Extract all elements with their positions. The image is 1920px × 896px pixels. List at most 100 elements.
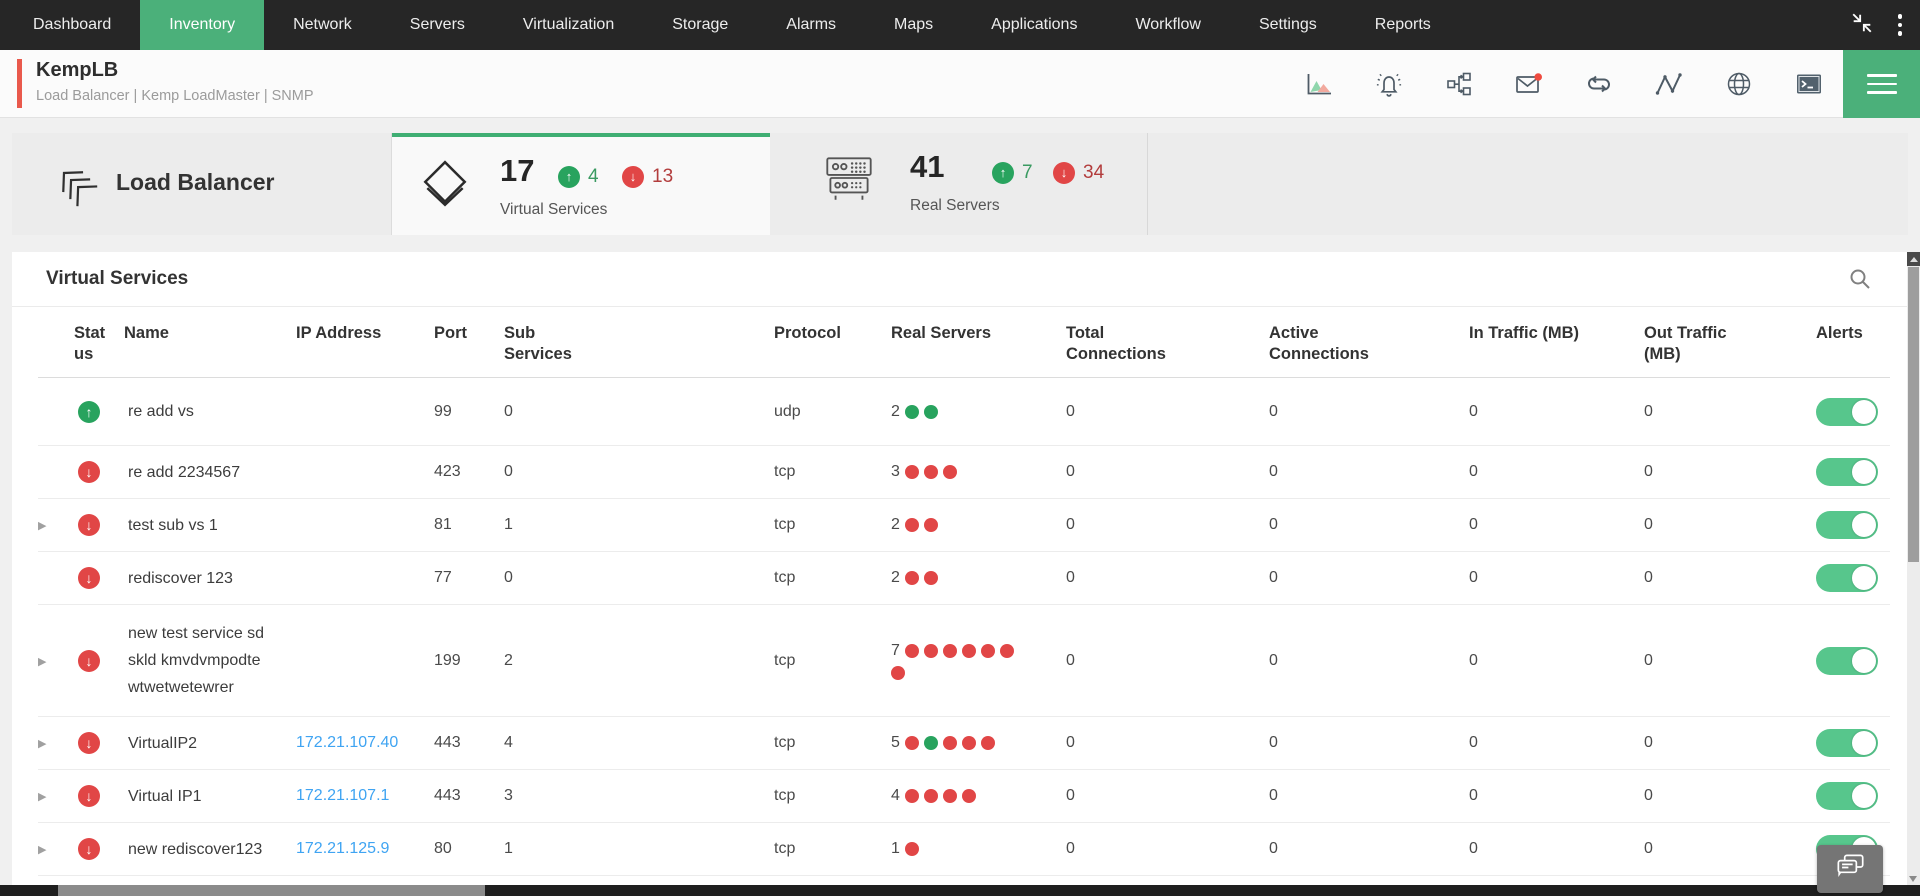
nav-item-alarms[interactable]: Alarms: [757, 0, 865, 50]
nav-item-workflow[interactable]: Workflow: [1106, 0, 1230, 50]
column-header-real-servers: Real Servers: [885, 307, 1060, 378]
row-name[interactable]: new test service sd skld kmvdvmpodte wtw…: [128, 625, 265, 696]
nav-item-servers[interactable]: Servers: [381, 0, 494, 50]
row-name[interactable]: re add 2234567: [128, 463, 241, 481]
in-traffic-value: 0: [1463, 769, 1638, 823]
expand-row-icon[interactable]: ▶: [38, 655, 47, 668]
table-row[interactable]: ▶ ↓ re add 2234567 423 0 tcp 3 0 0 0 0: [38, 445, 1890, 499]
ip-address-link[interactable]: 172.21.107.1: [296, 787, 390, 804]
terminal-icon[interactable]: [1794, 69, 1824, 99]
alerts-toggle[interactable]: [1816, 458, 1878, 486]
real-server-dot-down: [961, 789, 976, 803]
table-row[interactable]: ▶ ↓ test sub vs 1 81 1 tcp 2 0 0 0 0: [38, 498, 1890, 552]
category-block: Load Balancer: [12, 133, 392, 235]
nav-item-storage[interactable]: Storage: [643, 0, 757, 50]
nav-item-label: Reports: [1374, 16, 1431, 33]
table-row[interactable]: ▶ ↓ new test service sd skld kmvdvmpodte…: [38, 604, 1890, 717]
sub-services-value: 1: [498, 498, 768, 552]
active-connections-value: 0: [1263, 769, 1463, 823]
real-server-dot-up: [904, 404, 919, 419]
column-header-expand: [38, 307, 68, 378]
discovery-loop-icon[interactable]: [1584, 69, 1614, 99]
feedback-chat-button[interactable]: [1817, 845, 1883, 893]
up-arrow-badge: ↑: [992, 162, 1014, 184]
table-row[interactable]: ▶ ↑ re add vs 99 0 udp 2 0 0 0 0: [38, 377, 1890, 446]
alarm-bell-icon[interactable]: [1374, 69, 1404, 99]
nav-item-reports[interactable]: Reports: [1346, 0, 1460, 50]
expand-row-icon[interactable]: ▶: [38, 844, 47, 856]
alerts-toggle[interactable]: [1816, 782, 1878, 810]
nav-item-label: Virtualization: [522, 16, 615, 33]
status-icon: ↓: [78, 567, 100, 589]
protocol-value: tcp: [768, 551, 885, 605]
row-name[interactable]: re add vs: [128, 403, 194, 420]
collapse-icon[interactable]: [1850, 11, 1874, 40]
top-nav: Dashboard Inventory Network Servers Virt…: [0, 0, 1920, 50]
up-arrow-badge: ↑: [558, 166, 580, 188]
real-servers-count-value: 2: [891, 402, 900, 420]
nav-item-label: Storage: [672, 16, 729, 33]
out-traffic-value: 0: [1638, 716, 1810, 770]
sub-services-value: 2: [498, 604, 768, 717]
chat-icon: [1832, 851, 1868, 888]
nav-item-virtualization[interactable]: Virtualization: [494, 0, 643, 50]
toggle-knob: [1852, 731, 1876, 755]
table-row[interactable]: ▶ ↓ Virtual IP1 172.21.107.1 443 3 tcp 4…: [38, 769, 1890, 823]
performance-chart-icon[interactable]: [1304, 69, 1334, 99]
scroll-down-arrow[interactable]: [1909, 876, 1917, 882]
expand-row-icon[interactable]: ▶: [38, 738, 47, 750]
nav-item-inventory[interactable]: Inventory: [140, 0, 265, 50]
row-name[interactable]: new rediscover123: [128, 840, 263, 858]
in-traffic-value: 0: [1463, 445, 1638, 499]
real-servers-cell: 1: [891, 840, 1027, 858]
virtual-services-icon: [418, 157, 472, 216]
nav-item-applications[interactable]: Applications: [962, 0, 1106, 50]
row-name[interactable]: rediscover 123: [128, 569, 233, 587]
table-row[interactable]: ▶ ↓ rediscover 123 77 0 tcp 2 0 0 0 0: [38, 551, 1890, 605]
nav-item-settings[interactable]: Settings: [1230, 0, 1346, 50]
ip-address-link[interactable]: 172.21.107.40: [296, 734, 399, 751]
column-header-active-connections: Active Connections: [1263, 307, 1463, 378]
line-graph-icon[interactable]: [1654, 69, 1684, 99]
expand-row-icon[interactable]: ▶: [38, 520, 47, 532]
ip-address-link[interactable]: 172.21.125.9: [296, 840, 390, 857]
alerts-toggle[interactable]: [1816, 646, 1878, 675]
mail-icon[interactable]: [1514, 69, 1544, 99]
row-name[interactable]: test sub vs 1: [128, 516, 218, 534]
search-icon[interactable]: [1848, 267, 1872, 296]
real-servers-down-count: 34: [1083, 162, 1105, 183]
hamburger-menu-icon[interactable]: [1843, 50, 1920, 118]
column-header-ip-address: IP Address: [290, 307, 428, 378]
toggle-knob: [1852, 513, 1876, 537]
expand-row-icon[interactable]: ▶: [38, 791, 47, 803]
panel-header: Virtual Services: [12, 252, 1908, 307]
alerts-toggle[interactable]: [1816, 729, 1878, 757]
horizontal-scrollbar-thumb[interactable]: [58, 885, 485, 896]
table-row[interactable]: ▶ ↓ VirtualIP2 172.21.107.40 443 4 tcp 5…: [38, 716, 1890, 770]
nav-items: Dashboard Inventory Network Servers Virt…: [0, 0, 1460, 50]
workflow-map-icon[interactable]: [1444, 69, 1474, 99]
tab-virtual-services[interactable]: 17 ↑ 4 ↓ 13 Virtual Services: [392, 133, 770, 235]
real-servers-count-value: 1: [891, 840, 900, 857]
table-row[interactable]: ▶ ↓ new rediscover123 172.21.125.9 80 1 …: [38, 822, 1890, 876]
scroll-up-button[interactable]: [1907, 252, 1920, 266]
tab-real-servers[interactable]: 41 ↑ 7 ↓ 34 Real Servers: [770, 133, 1148, 235]
active-connections-value: 0: [1263, 822, 1463, 876]
real-server-dot-down: [904, 518, 919, 532]
row-name[interactable]: Virtual IP1: [128, 787, 202, 805]
nav-item-network[interactable]: Network: [264, 0, 381, 50]
in-traffic-value: 0: [1463, 604, 1638, 717]
web-globe-icon[interactable]: [1724, 69, 1754, 99]
kebab-menu-icon[interactable]: [1894, 10, 1907, 40]
horizontal-scrollbar[interactable]: [0, 885, 1920, 896]
real-server-dot-up: [923, 736, 938, 750]
alerts-toggle[interactable]: [1816, 511, 1878, 539]
row-name[interactable]: VirtualIP2: [128, 734, 198, 752]
real-servers-cell: 2: [891, 569, 1027, 587]
nav-item-dashboard[interactable]: Dashboard: [4, 0, 140, 50]
vertical-scrollbar[interactable]: [1907, 252, 1920, 896]
alerts-toggle[interactable]: [1816, 397, 1878, 426]
alerts-toggle[interactable]: [1816, 564, 1878, 592]
nav-item-maps[interactable]: Maps: [865, 0, 962, 50]
vertical-scrollbar-thumb[interactable]: [1908, 267, 1919, 562]
